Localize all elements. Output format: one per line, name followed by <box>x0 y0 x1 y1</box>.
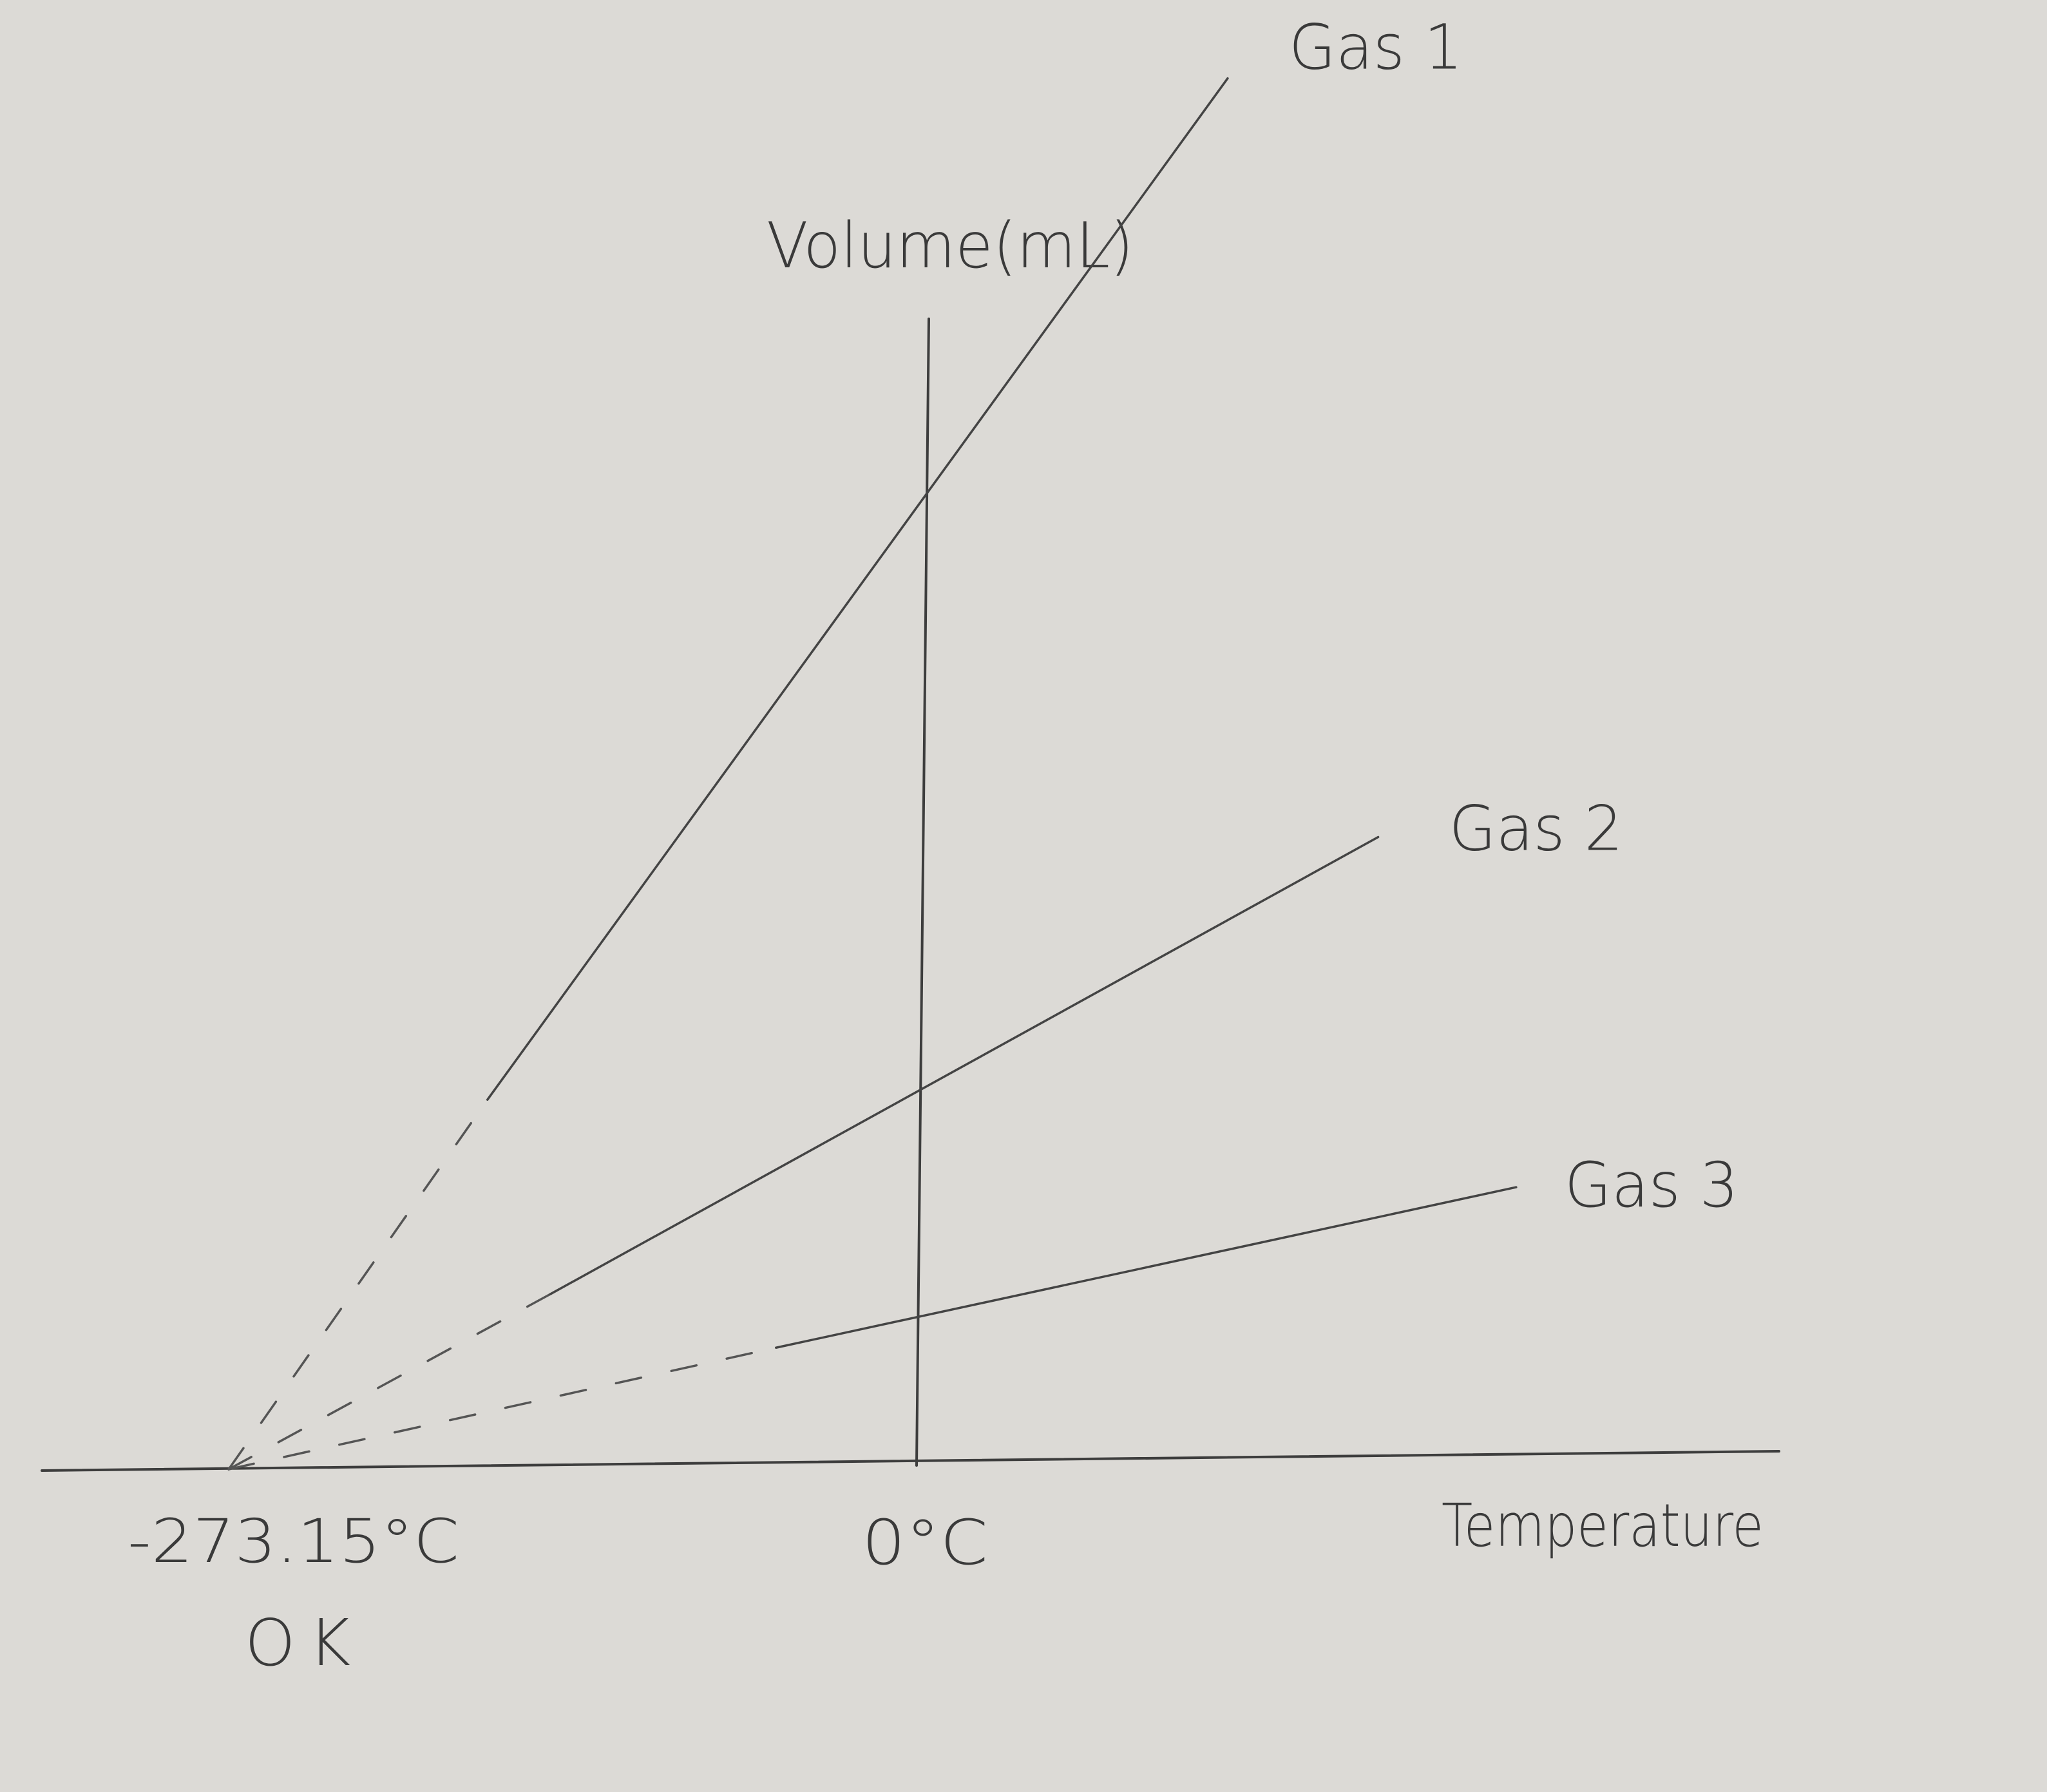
gas-2-extrapolated-line <box>227 1293 551 1471</box>
y-axis-label: Volume(mL) <box>766 209 1134 283</box>
axes <box>41 318 1780 1472</box>
gas-3-label: Gas 3 <box>1565 1149 1738 1221</box>
tick-label-zero-celsius: 0°C <box>862 1507 988 1579</box>
gas-3-extrapolated-line <box>227 1346 777 1471</box>
x-axis-label: Temperature <box>1442 1491 1764 1560</box>
gas-3-line <box>775 1186 1518 1349</box>
gas-1-line <box>486 77 1229 1101</box>
y-axis <box>915 318 930 1467</box>
tick-label-absolute-zero: -273.15°C <box>128 1507 459 1577</box>
gas-2-label: Gas 2 <box>1449 793 1623 865</box>
gas-1-extrapolated-line <box>227 1098 489 1471</box>
tick-sublabel-kelvin: OK <box>245 1605 363 1681</box>
series-layer: Gas 1 Gas 2 Gas 3 <box>227 12 1738 1471</box>
x-axis <box>41 1450 1780 1472</box>
gas-2-line <box>549 835 1380 1295</box>
gas-1-label: Gas 1 <box>1289 12 1463 84</box>
